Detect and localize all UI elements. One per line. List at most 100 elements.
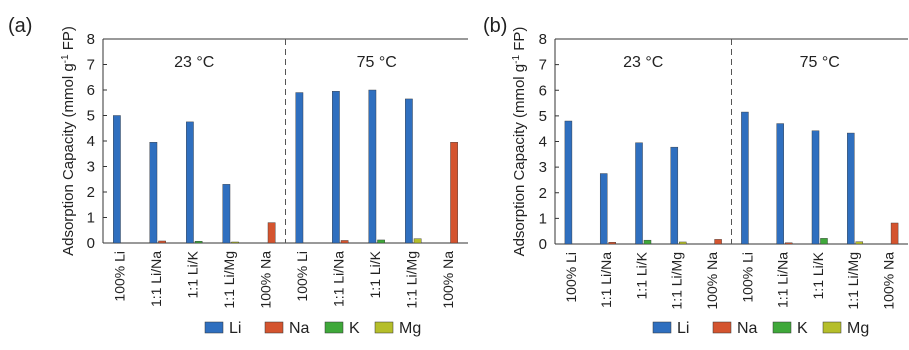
y-tick-label: 2 [539,185,547,202]
y-tick-label: 5 [87,108,95,125]
bar-li [635,142,643,245]
y-axis-label-main: Adsorption Capacity (mmol g [511,64,528,257]
bar-li [222,184,231,244]
bar-li [741,111,749,245]
bar-li [599,173,608,245]
bar-na [784,242,793,245]
legend-label-k: K [349,320,360,337]
group-title: 75 °C [357,54,397,71]
y-tick-label: 3 [87,159,95,176]
bar-li [113,115,121,244]
legend-swatch-li [652,321,672,334]
legend-label-mg: Mg [399,320,421,337]
legend: Li Na K Mg [204,320,421,337]
x-tick-label: 100% Li [563,252,579,303]
bar-na [608,242,616,245]
bar-na [714,239,722,245]
x-tick-label: 1:1 Li/Mg [221,251,237,309]
legend: Li Na K Mg [652,320,869,337]
y-tick-label: 4 [87,133,95,150]
x-tick-label: 100% Na [880,252,896,310]
y-tick-label: 7 [539,57,547,74]
bar-na [340,240,349,244]
y-tick-label: 8 [539,31,547,48]
y-tick-label: 7 [87,57,95,74]
legend-swatch-mg [374,321,394,334]
bar-mg [855,241,864,245]
x-tick-label: 100% Na [440,251,456,309]
y-tick-label: 3 [539,159,547,176]
y-tick-label: 0 [87,235,95,252]
bar-li [332,91,340,244]
bar-na [450,142,458,244]
x-tick-label: 1:1 Li/Mg [403,251,419,309]
legend-label-mg: Mg [847,320,869,337]
bar-li [368,89,377,244]
x-tick-label: 100% Li [739,252,755,303]
bar-li [670,146,679,245]
y-axis-label-exponent: -1 [60,54,71,63]
x-tick-label: 1:1 Li/K [184,250,200,298]
y-axis-label-main: Adsorption Capacity (mmol g [60,63,77,256]
x-tick-label: 1:1 Li/K [810,251,826,299]
x-tick-label: 1:1 Li/Na [148,251,164,307]
legend-swatch-k [772,321,792,334]
x-tick-label: 1:1 Li/K [367,250,383,298]
group-title: 23 °C [623,54,663,71]
panel-label: (b) [483,15,507,37]
bar-li [295,92,304,244]
y-tick-label: 5 [539,108,547,125]
panel-label: (a) [8,15,32,37]
legend-swatch-k [324,321,344,334]
bar-li [811,130,820,245]
y-tick-label: 0 [539,236,547,253]
bar-li [405,98,413,244]
y-tick-label: 6 [87,82,95,99]
y-tick-label: 8 [87,31,95,48]
x-tick-label: 100% Li [111,251,127,302]
group-title: 75 °C [800,54,840,71]
x-tick-label: 100% Na [704,252,720,310]
bar-mg [231,241,239,244]
bar-na [267,222,276,244]
bar-k [377,239,385,244]
x-tick-label: 1:1 Li/Mg [669,252,685,310]
y-axis-label-unit: FP) [511,27,528,55]
x-tick-label: 1:1 Li/Na [775,252,791,308]
x-tick-label: 1:1 Li/Na [598,252,614,308]
x-tick-label: 100% Li [294,251,310,302]
bar-li [149,142,158,244]
y-tick-label: 2 [87,184,95,201]
bar-na [890,222,899,245]
bar-na [158,240,166,244]
x-tick-label: 100% Na [257,251,273,309]
x-tick-label: 1:1 Li/Mg [845,252,861,310]
bar-k [643,239,652,245]
bar-k [194,241,203,244]
y-axis-label-unit: FP) [60,26,77,54]
legend-label-li: Li [677,320,689,337]
bar-li [186,121,194,244]
legend-label-na: Na [737,320,758,337]
panel-1: (b) 0 1 2 3 4 5 6 7 8 Adsorption Capacity (mmol g-… [483,15,908,337]
legend-swatch-na [712,321,732,334]
bar-mg [413,238,422,244]
bar-mg [679,241,687,245]
legend-label-li: Li [229,320,241,337]
legend-label-na: Na [289,320,310,337]
panel-0: (a) 0 1 2 3 4 5 6 7 8 Adsorption Capacity (mmol g-… [8,15,468,337]
y-tick-label: 4 [539,134,547,151]
y-tick-label: 1 [539,210,547,227]
y-tick-label: 1 [87,210,95,227]
y-axis-label-exponent: -1 [511,55,522,64]
legend-label-k: K [797,320,808,337]
legend-swatch-na [264,321,284,334]
group-title: 23 °C [174,54,214,71]
bar-li [776,123,784,245]
bar-li [847,132,855,245]
y-tick-label: 6 [539,82,547,99]
legend-swatch-li [204,321,224,334]
bar-li [564,120,573,245]
